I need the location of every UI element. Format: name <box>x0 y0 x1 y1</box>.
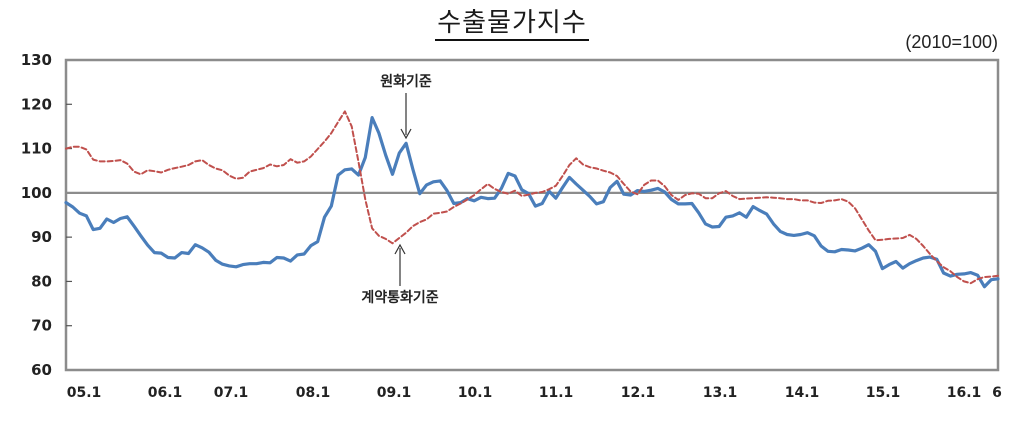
x-tick-label: 07.1 <box>214 385 249 401</box>
chart-axes: 60 70 80 90 100 110 120 130 05.1 06.1 07.1 08.1 09.1… <box>21 51 1002 401</box>
x-tick-label: 14.1 <box>785 385 820 401</box>
annotation-won-basis: 원화기준 <box>380 74 432 90</box>
chart-series <box>64 110 1000 289</box>
x-tick-label: 12.1 <box>621 385 656 401</box>
chart-title-text: 수출물가지수 <box>435 8 589 41</box>
x-tick-label: 08.1 <box>296 385 331 401</box>
series-contract-currency-line <box>65 110 999 285</box>
unit-note: (2010=100) <box>905 32 998 52</box>
x-tick-label: 09.1 <box>377 385 412 401</box>
x-tick-label: 10.1 <box>458 385 493 401</box>
x-tick-label: 06.1 <box>148 385 183 401</box>
x-tick-label: 16.1 <box>947 385 982 401</box>
y-tick-label: 110 <box>21 140 52 158</box>
annotation-contract-currency: 계약통화기준 <box>361 289 438 306</box>
plot-frame <box>64 58 1000 372</box>
x-tick-label: 05.1 <box>67 385 102 401</box>
y-tick-label: 120 <box>21 95 52 113</box>
arrowhead-down-icon <box>400 128 412 140</box>
x-tick-label: 13.1 <box>703 385 738 401</box>
x-tick-label: 15.1 <box>866 385 901 401</box>
x-tick-label: 11.1 <box>539 385 574 401</box>
series-won-basis-line <box>64 115 1000 289</box>
y-tick-label: 100 <box>21 184 52 202</box>
x-tick-label: 6 <box>992 385 1002 401</box>
y-tick-label: 130 <box>21 51 52 69</box>
y-tick-label: 90 <box>31 228 52 246</box>
chart-title: 수출물가지수 <box>0 2 1024 41</box>
y-tick-label: 80 <box>31 272 52 290</box>
y-tick-label: 60 <box>31 361 52 379</box>
y-tick-label: 70 <box>31 317 52 335</box>
arrowhead-up-icon <box>394 243 406 255</box>
